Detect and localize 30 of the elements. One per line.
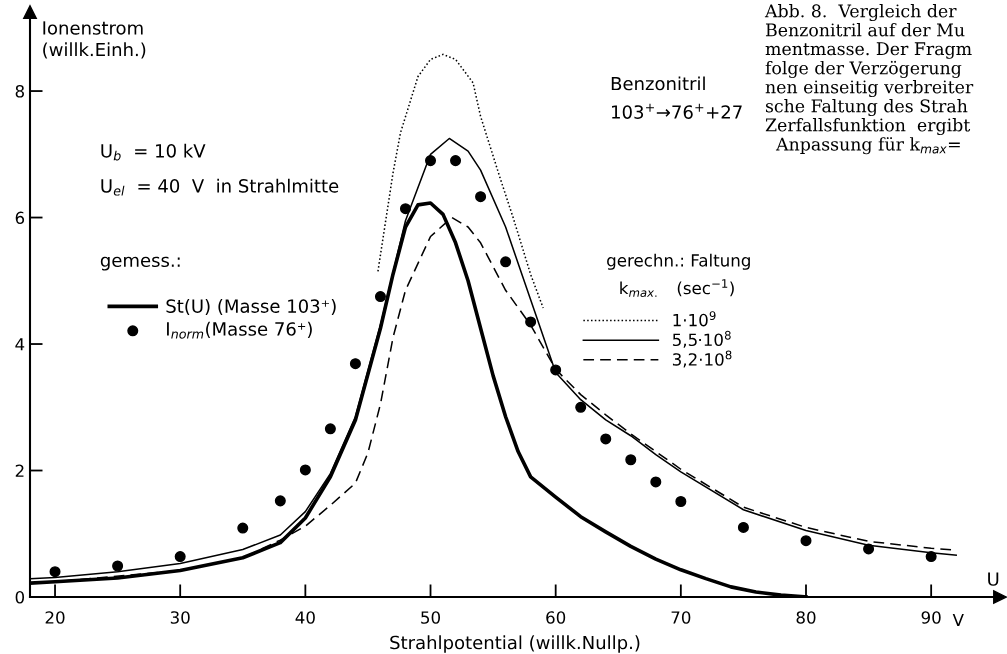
x-tick-label: 30 (170, 611, 190, 624)
y-tick-label: 6 (15, 211, 25, 225)
legend-label: 3,2·10$^{8}$ (672, 350, 732, 368)
text: Abb. 8. Vergleich der Benzonitril auf der Mu mentmasse. Der Fragm folge der Verzögerung nen einseitig verbreiter sche Faltung des Strah Zerfallsfunktion ergibt Anpassung für k$_{max}$= (764, 4, 974, 155)
x-tick-label: 50 (421, 611, 441, 624)
text: V (952, 613, 964, 627)
text: k$_{max.}$ (sec$^{−1}$) (620, 279, 734, 298)
legend-label: 1·10$^{9}$ (673, 311, 716, 327)
x-axis-title: Strahlpotential (willk.Nullp.) (390, 635, 640, 653)
y-tick-label: 4 (15, 338, 25, 351)
annotation: 103$^{+}$→76$^{+}$+27 (612, 103, 742, 119)
x-tick-label: 20 (45, 611, 65, 624)
annotation: U$_{b}$ = 10 kV (101, 143, 206, 161)
y-tick-label: 2 (15, 464, 24, 477)
x-tick-label: 60 (546, 611, 566, 624)
legend-label: I$_{norm}$(Masse 76⁺) (167, 321, 312, 339)
y-axis-title: Ionenstrom (willk.Einh.) (43, 21, 146, 59)
y-tick-label: 8 (15, 85, 24, 98)
y-tick-label: 0 (15, 590, 25, 604)
annotation: Benzonitril (611, 76, 705, 91)
legend-label: St(U) (Masse 103⁺) (166, 298, 336, 316)
x-tick-label: 90 (921, 611, 941, 624)
annotation: U (988, 572, 999, 586)
x-tick-label: 80 (796, 611, 816, 624)
annotation: gerechn.: Faltung (607, 253, 750, 270)
annotation: gemess.: (100, 256, 180, 271)
x-tick-label: 70 (671, 611, 691, 624)
legend-label: 5,5·10$^{8}$ (672, 330, 731, 348)
annotation: U$_{el}$ = 40 V in Strahlmitte (101, 178, 339, 196)
x-tick-label: 40 (295, 611, 315, 624)
